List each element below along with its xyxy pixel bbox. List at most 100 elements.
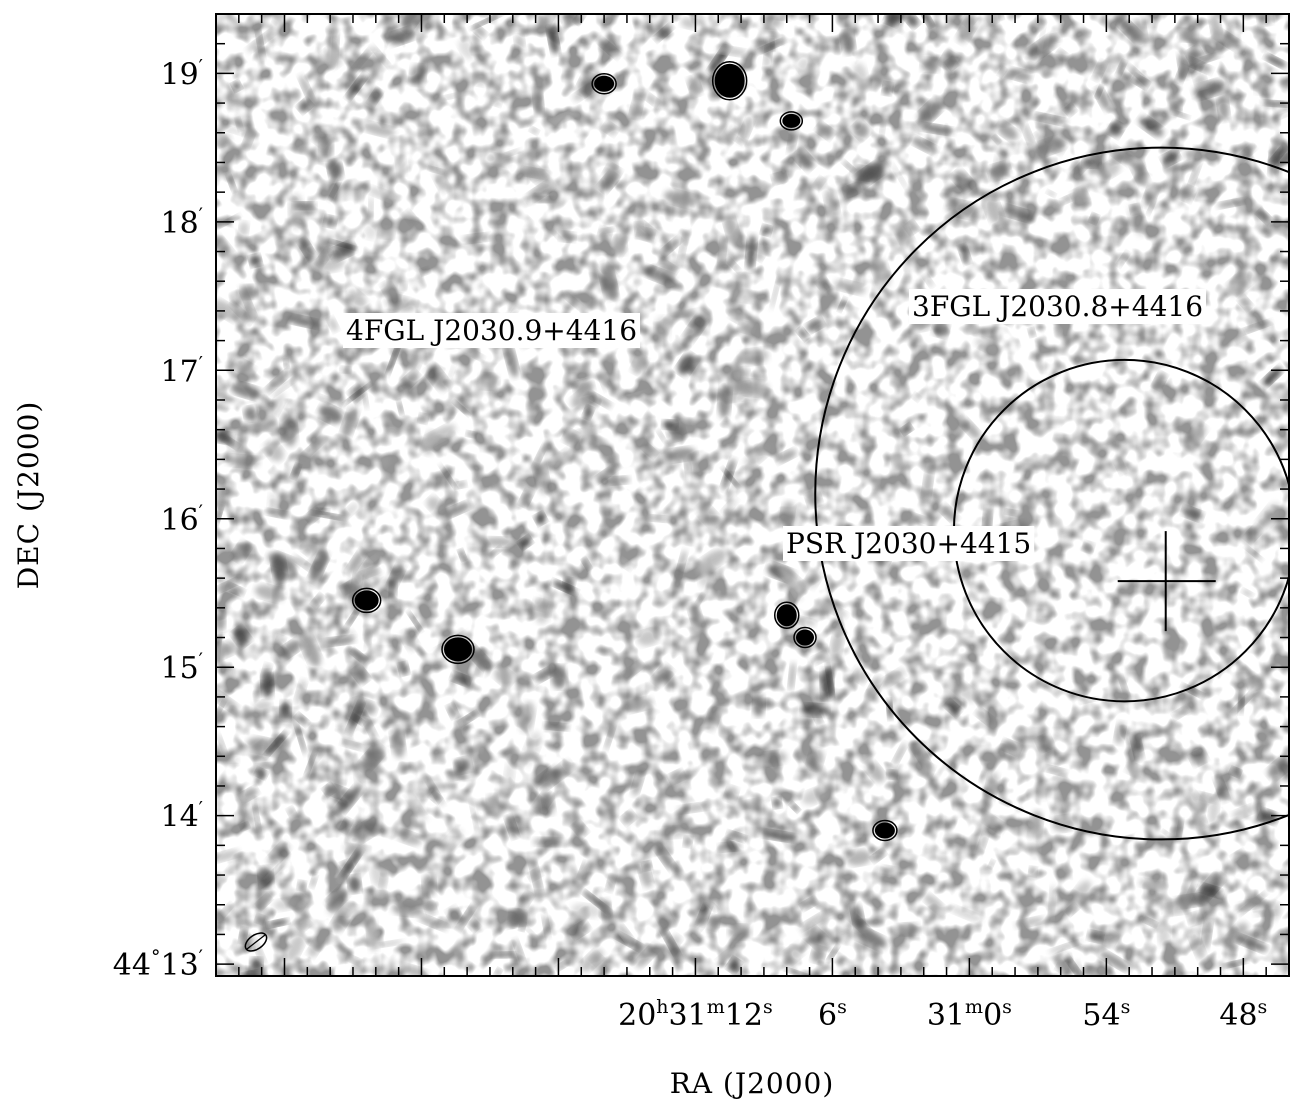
emission-blob bbox=[817, 277, 829, 290]
emission-blob bbox=[564, 294, 584, 311]
emission-blob bbox=[267, 919, 289, 928]
emission-blob bbox=[490, 98, 502, 107]
knot-contour bbox=[711, 61, 748, 101]
emission-blob bbox=[1271, 146, 1286, 163]
emission-blob bbox=[1210, 14, 1222, 43]
emission-blob bbox=[911, 741, 931, 770]
emission-blob bbox=[571, 903, 602, 918]
emission-blob bbox=[571, 922, 589, 938]
emission-blob bbox=[238, 221, 249, 237]
emission-blob bbox=[534, 460, 550, 495]
pulsar-label-bg bbox=[783, 526, 1035, 561]
emission-blob bbox=[1022, 122, 1037, 153]
emission-blob bbox=[308, 940, 322, 957]
emission-blob bbox=[1126, 763, 1142, 776]
y-tick-label: 19′ bbox=[160, 55, 203, 92]
emission-blob bbox=[1046, 190, 1056, 197]
emission-blob bbox=[1173, 111, 1190, 119]
emission-blob bbox=[1198, 874, 1223, 901]
emission-blob bbox=[1257, 210, 1271, 223]
emission-blob bbox=[1066, 957, 1084, 976]
y-tick-label: 18′ bbox=[160, 204, 203, 241]
emission-blob bbox=[892, 742, 907, 766]
emission-blob bbox=[245, 232, 268, 244]
emission-blob bbox=[632, 769, 644, 797]
emission-blob bbox=[268, 843, 289, 865]
emission-blob bbox=[228, 756, 240, 764]
emission-blob bbox=[300, 239, 315, 259]
emission-blob bbox=[855, 162, 885, 186]
emission-blob bbox=[738, 321, 755, 334]
emission-blob bbox=[369, 89, 382, 105]
emission-blob bbox=[636, 944, 659, 968]
emission-blob bbox=[341, 818, 352, 832]
emission-blob bbox=[659, 261, 677, 275]
emission-blob bbox=[696, 549, 727, 573]
emission-blob bbox=[772, 797, 782, 809]
knot-contour bbox=[591, 73, 617, 95]
emission-blob bbox=[533, 88, 544, 115]
emission-blob bbox=[885, 14, 901, 25]
emission-blob bbox=[1056, 50, 1068, 60]
emission-blob bbox=[644, 93, 659, 106]
emission-blob bbox=[1190, 750, 1207, 765]
emission-blob bbox=[454, 481, 467, 489]
emission-blob bbox=[708, 915, 720, 930]
emission-blob bbox=[683, 836, 692, 848]
emission-blob bbox=[471, 14, 504, 29]
emission-blob bbox=[426, 496, 442, 512]
emission-blob bbox=[504, 343, 519, 378]
emission-blob bbox=[804, 926, 828, 949]
bright-knot bbox=[443, 637, 472, 662]
emission-blob bbox=[303, 364, 314, 380]
emission-blob bbox=[261, 663, 271, 681]
emission-blob bbox=[655, 845, 675, 871]
emission-blob bbox=[459, 712, 477, 725]
emission-blob bbox=[746, 234, 757, 270]
emission-blob bbox=[1028, 328, 1036, 337]
emission-blob bbox=[677, 803, 709, 813]
emission-blob bbox=[328, 317, 339, 332]
emission-blob bbox=[306, 509, 320, 522]
emission-blob bbox=[841, 30, 855, 55]
emission-blob bbox=[1067, 880, 1092, 910]
emission-blob bbox=[519, 536, 532, 549]
emission-blob bbox=[351, 649, 366, 662]
emission-blob bbox=[234, 359, 255, 375]
emission-blob bbox=[1215, 777, 1228, 802]
emission-blob bbox=[722, 468, 739, 487]
emission-blob bbox=[871, 850, 885, 862]
emission-blob bbox=[600, 262, 617, 281]
emission-blob bbox=[603, 122, 618, 135]
knot-contour bbox=[773, 601, 800, 629]
emission-blob bbox=[814, 177, 824, 189]
tick-labels: 20h31m12s6s31m0s54s48s42s36s44°13′14′15′… bbox=[113, 55, 1268, 1033]
emission-blob bbox=[1162, 151, 1180, 165]
emission-blob bbox=[1014, 917, 1045, 928]
emission-blob bbox=[830, 630, 844, 659]
emission-blob bbox=[494, 667, 514, 686]
emission-blob bbox=[807, 749, 824, 770]
emission-blob bbox=[1065, 105, 1076, 116]
overlays: 4FGL J2030.9+4416 3FGL J2030.8+4416 PSR J2… bbox=[244, 146, 1289, 952]
emission-blob bbox=[270, 379, 295, 397]
emission-blob bbox=[886, 770, 897, 779]
emission-blob bbox=[216, 612, 226, 632]
emission-blob bbox=[267, 491, 279, 511]
emission-blob bbox=[233, 628, 250, 646]
emission-blob bbox=[1004, 509, 1019, 516]
emission-blob bbox=[428, 167, 444, 174]
y-tick-label: 44°13′ bbox=[113, 946, 203, 983]
emission-blob bbox=[506, 816, 518, 838]
emission-blob bbox=[1049, 940, 1082, 953]
emission-blob bbox=[341, 740, 364, 750]
emission-blob bbox=[881, 668, 906, 687]
emission-blob bbox=[1256, 503, 1281, 531]
emission-blob bbox=[296, 714, 309, 726]
emission-blob bbox=[1047, 34, 1061, 43]
emission-blob bbox=[244, 406, 257, 422]
emission-blob bbox=[801, 787, 827, 805]
emission-blob bbox=[782, 967, 817, 976]
emission-blob bbox=[370, 861, 387, 888]
emission-blob bbox=[902, 424, 913, 434]
